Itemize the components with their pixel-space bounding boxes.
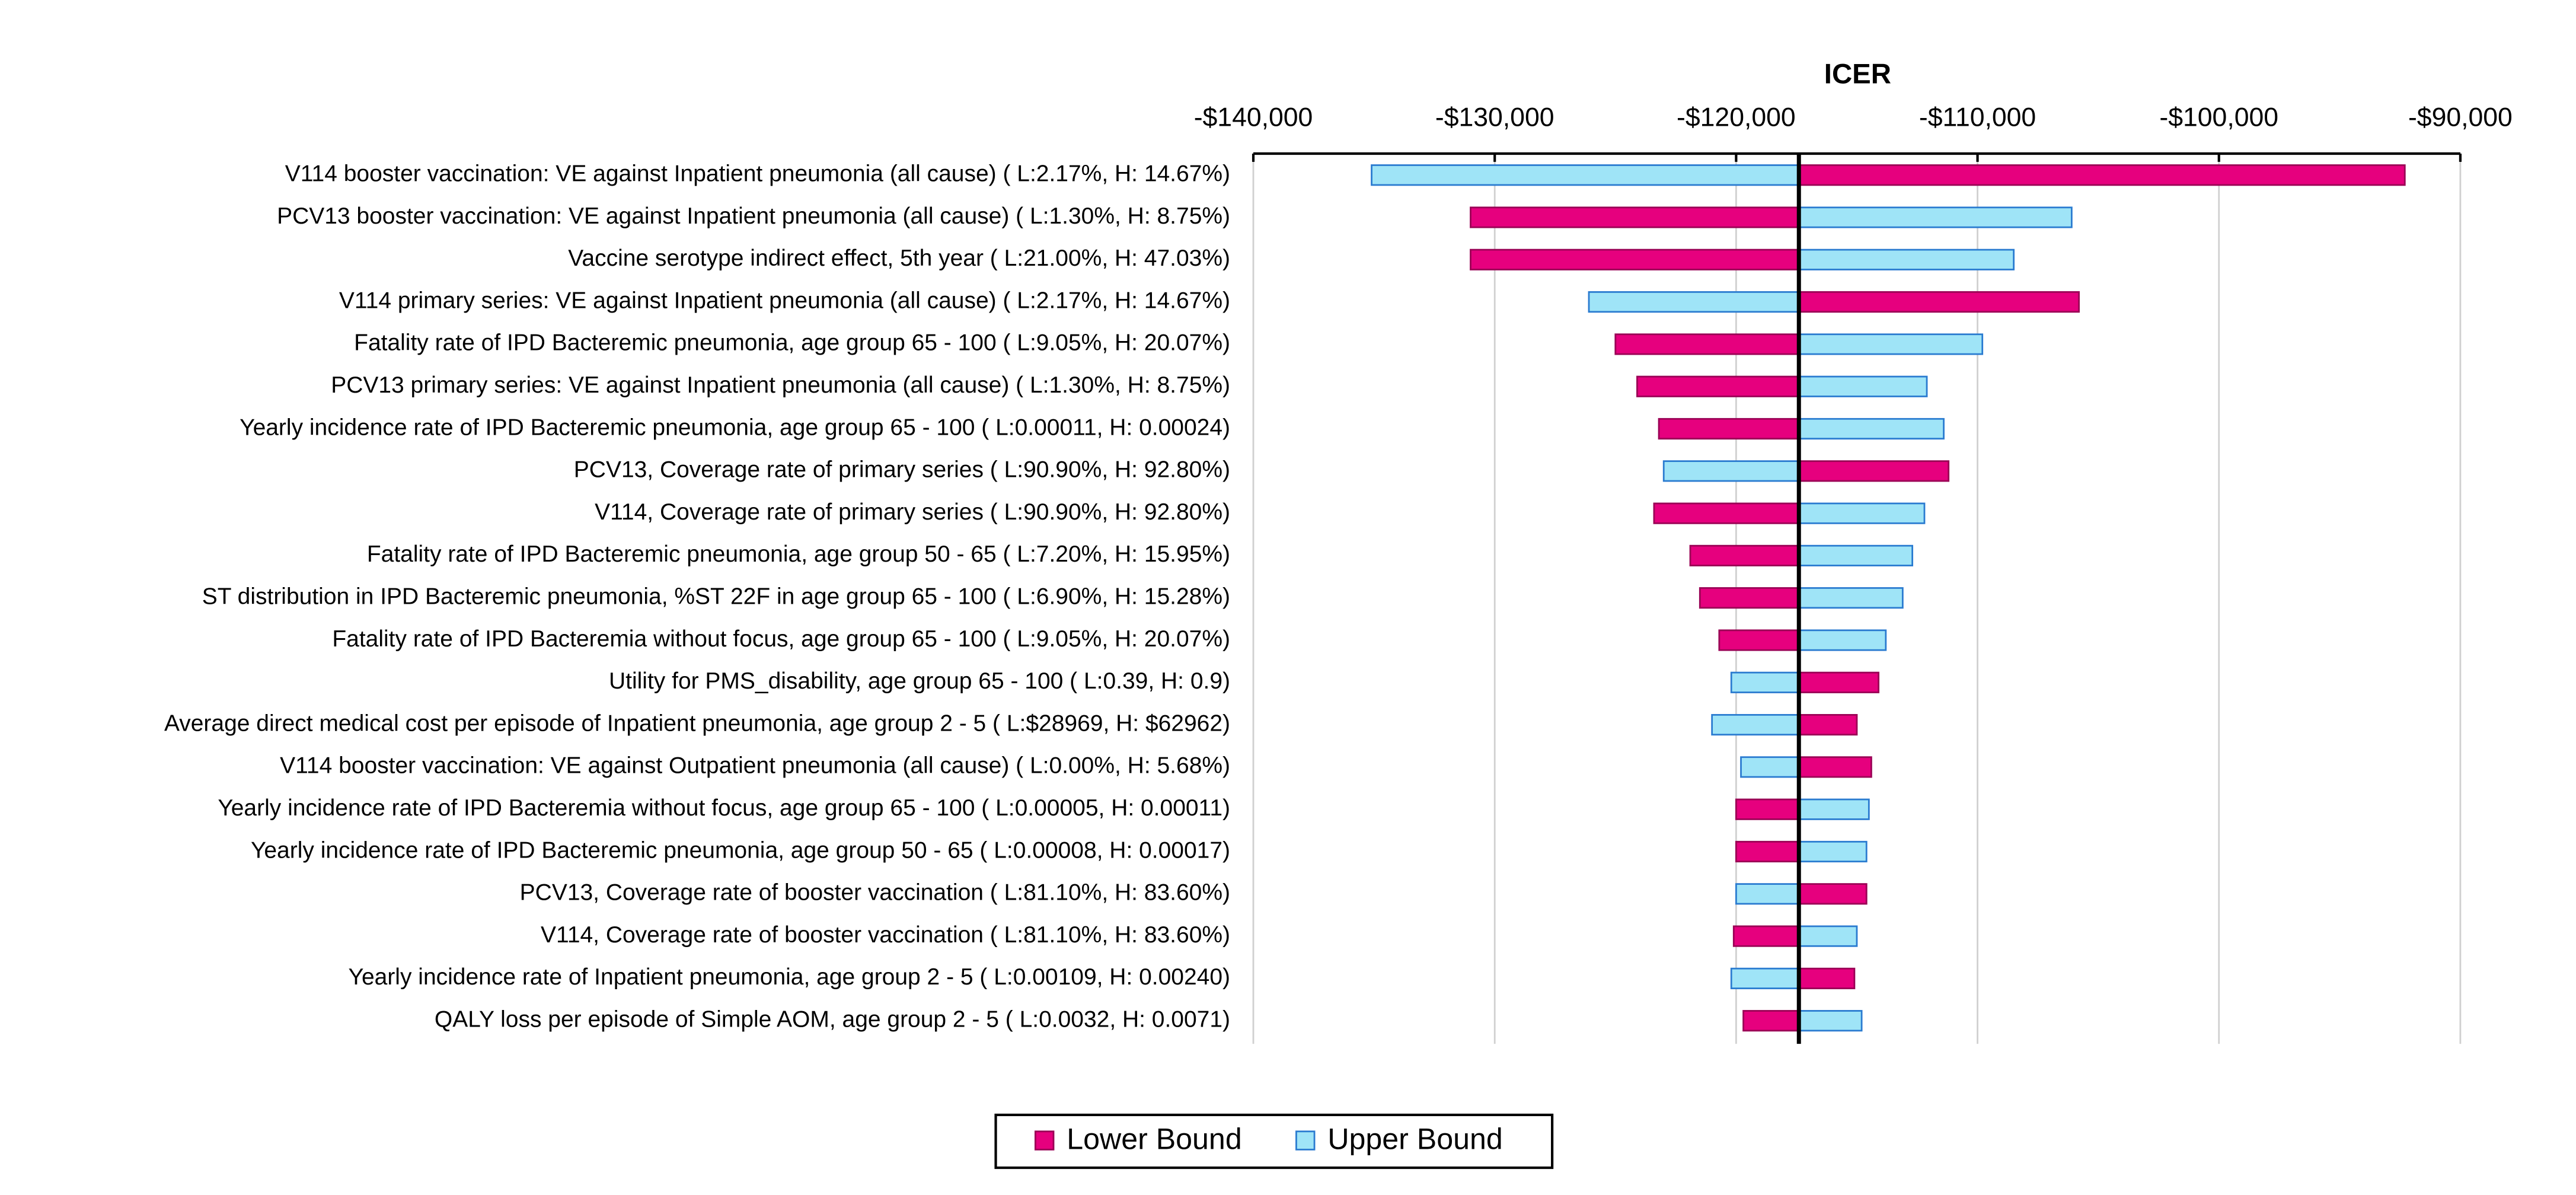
category-label: Yearly incidence rate of IPD Bacteremic … [240,415,1230,440]
bar [1636,375,1800,397]
bar [1798,840,1868,863]
bar [1798,967,1856,989]
bar [1798,587,1904,609]
category-label: PCV13 primary series: VE against Inpatie… [331,372,1230,398]
x-tick-label: -$130,000 [1435,103,1554,132]
bar [1798,460,1950,482]
category-label: Utility for PMS_disability, age group 65… [609,668,1230,694]
bar [1371,164,1800,186]
category-label: Yearly incidence rate of Inpatient pneum… [349,964,1230,990]
category-label: Fatality rate of IPD Bacteremic pneumoni… [367,541,1230,567]
bar [1798,164,2406,186]
bar [1798,544,1914,567]
bar [1730,967,1800,989]
category-label: V114, Coverage rate of primary series ( … [595,499,1230,525]
category-label: V114 primary series: VE against Inpatien… [339,288,1230,313]
bar [1798,206,2073,228]
bar [1742,1010,1800,1032]
x-tick-label: -$90,000 [2408,103,2513,132]
category-label: Vaccine serotype indirect effect, 5th ye… [568,246,1230,271]
bar [1798,291,2080,313]
x-tick-label: -$120,000 [1677,103,1796,132]
bar [1735,798,1800,820]
bar [1689,544,1800,567]
category-label: PCV13, Coverage rate of booster vaccinat… [520,880,1230,906]
bar [1588,291,1800,313]
bar [1470,248,1800,270]
category-label: ST distribution in IPD Bacteremic pneumo… [202,584,1230,609]
legend-swatch [1034,1130,1055,1151]
bar [1718,629,1800,651]
bar [1699,587,1800,609]
bar [1798,418,1945,440]
legend-label: Lower Bound [1067,1123,1241,1156]
bar [1735,840,1800,863]
legend-label: Upper Bound [1327,1123,1502,1156]
bar [1798,756,1872,778]
category-label: V114, Coverage rate of booster vaccinati… [541,922,1230,948]
x-tick-label: -$140,000 [1194,103,1313,132]
bar [1798,248,2015,270]
bar [1798,713,1858,736]
bar [1798,375,1928,397]
bar [1711,713,1800,736]
bar [1798,883,1868,905]
chart-title: ICER [1824,59,1891,90]
category-label: QALY loss per episode of Simple AOM, age… [435,1006,1230,1032]
bar [1740,756,1800,778]
legend-swatch [1295,1130,1316,1151]
bar [1798,798,1870,820]
bar [1658,418,1800,440]
category-label: PCV13, Coverage rate of primary series (… [574,457,1230,483]
bar [1730,671,1800,693]
bar [1614,333,1800,355]
category-label: Yearly incidence rate of IPD Bacteremia … [218,795,1230,821]
bar [1798,629,1887,651]
x-tick-label: -$100,000 [2159,103,2278,132]
bar [1653,502,1800,524]
category-label: PCV13 booster vaccination: VE against In… [277,203,1230,229]
bar [1732,925,1800,947]
category-label: V114 booster vaccination: VE against Out… [280,753,1230,779]
bar [1798,671,1879,693]
bar [1798,925,1858,947]
bar [1735,883,1800,905]
bar [1662,460,1800,482]
bar [1798,502,1926,524]
category-label: Yearly incidence rate of IPD Bacteremic … [251,837,1230,863]
category-label: V114 booster vaccination: VE against Inp… [285,161,1230,187]
category-label: Fatality rate of IPD Bacteremia without … [332,626,1230,652]
category-label: Fatality rate of IPD Bacteremic pneumoni… [354,330,1230,356]
x-tick-label: -$110,000 [1919,103,2036,132]
bar [1470,206,1800,228]
legend-box [994,1113,1554,1169]
category-label: Average direct medical cost per episode … [164,710,1230,736]
bar [1798,333,1984,355]
bar [1798,1010,1863,1032]
